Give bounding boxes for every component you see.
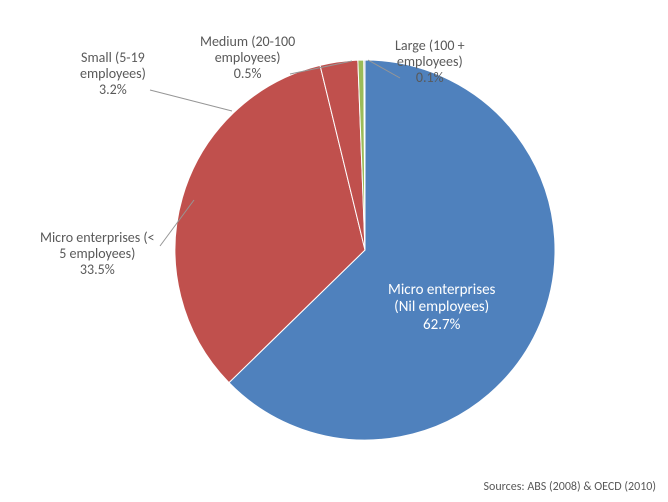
slice-label-small: Small (5-19 employees) 3.2%	[80, 50, 146, 98]
slice-label-line: employees)	[397, 53, 463, 70]
slice-label-line: Micro enterprises	[388, 281, 495, 299]
slice-label-line: Medium (20-100	[200, 33, 295, 50]
slice-label-line: 0.1%	[416, 69, 444, 86]
slice-label-large: Large (100 + employees) 0.1%	[395, 38, 465, 86]
slice-label-medium: Medium (20-100 employees) 0.5%	[200, 34, 295, 82]
slice-label-line: Micro enterprises (<	[40, 229, 155, 246]
slice-label-line: (Nil employees)	[394, 298, 489, 316]
slice-label-line: 0.5%	[234, 65, 262, 82]
pie-chart-container: Micro enterprises (Nil employees) 62.7% …	[0, 0, 668, 502]
slice-label-line: employees)	[80, 65, 146, 82]
source-citation: Sources: ABS (2008) & OECD (2010)	[484, 480, 657, 494]
slice-label-line: 3.2%	[99, 81, 127, 98]
slice-label-line: Large (100 +	[395, 37, 465, 54]
slice-label-lt5: Micro enterprises (< 5 employees) 33.5%	[40, 230, 155, 278]
slice-label-line: Small (5-19	[81, 49, 145, 66]
slice-label-line: employees)	[215, 49, 281, 66]
slice-label-line: 33.5%	[80, 261, 115, 278]
slice-label-line: 62.7%	[423, 316, 460, 334]
slice-label-nil: Micro enterprises (Nil employees) 62.7%	[388, 282, 495, 334]
slice-label-line: 5 employees)	[59, 245, 135, 262]
